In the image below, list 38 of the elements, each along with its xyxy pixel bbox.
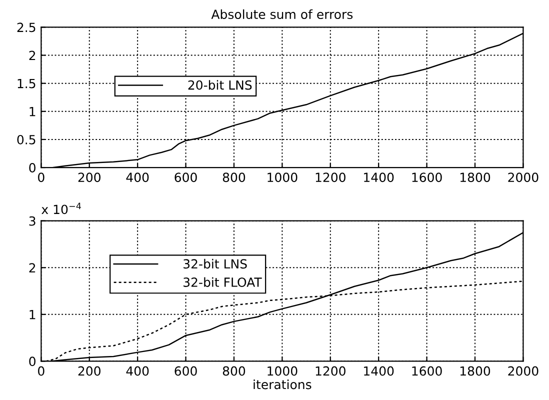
x-tick-label: 1000 <box>268 172 298 182</box>
y-tick-label: 1 <box>30 107 36 116</box>
x-tick-label: 1800 <box>460 366 490 376</box>
y-tick-label: 0 <box>29 163 36 172</box>
y-tick-label: 0 <box>29 356 36 366</box>
y-tick-label: 1.5 <box>18 78 36 88</box>
y-tick-label: 2 <box>29 263 36 272</box>
x-tick-label: 1600 <box>412 366 442 376</box>
x-tick-label: 1400 <box>364 366 394 376</box>
x-tick-label: 2000 <box>508 366 538 376</box>
x-tick-label: 200 <box>78 366 100 376</box>
x-tick-label: 1200 <box>316 366 346 376</box>
y-tick-label: 2.5 <box>17 22 36 32</box>
y-tick-label: 3 <box>29 216 36 226</box>
x-tick-label: 400 <box>126 366 149 376</box>
x-tick-label: 1600 <box>412 172 442 182</box>
y-tick-label: 2 <box>29 50 36 60</box>
x-tick-label: 1400 <box>364 172 394 182</box>
y-tick-label: 1 <box>30 310 36 320</box>
x-tick-label: 200 <box>78 172 100 182</box>
x-tick-label: 2000 <box>508 172 538 182</box>
x-tick-label: 0 <box>38 172 44 182</box>
x-tick-label: 800 <box>222 172 246 182</box>
x-tick-label: 1800 <box>460 172 490 182</box>
text: x 10$^{−4}$ <box>42 202 81 214</box>
x-tick-label: 600 <box>174 366 197 376</box>
x-axis-title: iterations <box>254 380 312 390</box>
x-tick-label: 400 <box>126 172 149 182</box>
legend-label: 32-bit LNS <box>184 258 247 269</box>
x-tick-label: 1200 <box>316 172 346 182</box>
x-tick-label: 800 <box>222 366 246 376</box>
x-tick-label: 0 <box>38 366 44 376</box>
legend-label: 32-bit FLOAT <box>184 277 262 287</box>
y-tick-label: 0.5 <box>17 134 36 144</box>
x-tick-label: 1000 <box>268 366 298 376</box>
chart-title: Absolute sum of errors <box>211 9 353 20</box>
x-tick-label: 600 <box>174 172 197 182</box>
legend-label: 20-bit LNS <box>188 80 252 90</box>
